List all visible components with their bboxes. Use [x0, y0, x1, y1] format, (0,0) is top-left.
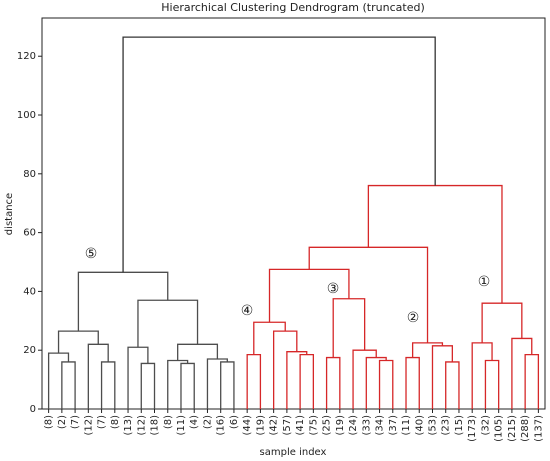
link [299, 353, 315, 409]
y-tick-label: 120 [17, 51, 36, 62]
link [127, 346, 149, 409]
y-tick-label: 100 [17, 110, 36, 121]
leaf-label: (8) [110, 415, 121, 429]
annotation: ⑤ [85, 246, 98, 262]
link [140, 362, 156, 409]
link [365, 356, 387, 409]
leaf-label: (40) [414, 415, 425, 436]
link [167, 359, 189, 409]
annotation: ③ [327, 281, 340, 297]
leaf-label: (7) [70, 415, 81, 429]
y-axis-label: distance [4, 193, 15, 235]
link [246, 353, 262, 409]
leaf-label: (75) [308, 415, 319, 436]
link [122, 36, 436, 273]
link [481, 302, 523, 343]
link [352, 349, 377, 409]
link [332, 298, 366, 358]
leaf-label: (53) [427, 415, 438, 436]
chart-title: Hierarchical Clustering Dendrogram (trun… [161, 1, 424, 14]
leaf-label: (13) [123, 415, 134, 436]
y-tick-label: 40 [23, 286, 36, 297]
leaf-label: (44) [242, 415, 253, 436]
link [220, 361, 235, 409]
link [180, 362, 195, 409]
leaf-label: (4) [189, 415, 200, 429]
leaf-label: (12) [136, 415, 147, 436]
annotation: ④ [241, 303, 254, 319]
leaf-label: (18) [150, 415, 161, 436]
leaf-label: (2) [202, 415, 213, 429]
leaf-label: (15) [454, 415, 465, 436]
x-axis-label: sample index [260, 447, 327, 458]
leaf-label: (32) [480, 415, 491, 436]
y-tick-label: 0 [30, 404, 36, 415]
leaf-label: (8) [163, 415, 174, 429]
link [286, 351, 308, 409]
leaf-label: (173) [467, 415, 478, 442]
leaf-label: (11) [176, 415, 187, 436]
leaf-label: (34) [375, 415, 386, 436]
annotation: ① [478, 274, 491, 290]
link [405, 356, 420, 409]
leaf-label: (8) [44, 415, 55, 429]
leaf-label: (215) [507, 415, 518, 442]
link [61, 361, 76, 409]
link [206, 358, 228, 409]
y-tick-label: 80 [23, 169, 36, 180]
link [411, 342, 444, 358]
y-tick-label: 60 [23, 228, 36, 239]
leaf-label: (25) [322, 415, 333, 436]
link [100, 361, 116, 409]
leaf-label: (105) [494, 415, 505, 442]
leaf-label: (42) [269, 415, 280, 436]
link [325, 356, 341, 409]
link [511, 337, 533, 409]
leaf-label: (12) [83, 415, 94, 436]
link [272, 330, 298, 409]
leaf-label: (24) [348, 415, 359, 436]
link [484, 359, 500, 409]
leaf-label: (6) [229, 415, 240, 429]
link [431, 345, 453, 409]
leaf-label: (57) [282, 415, 293, 436]
plot-frame [41, 17, 546, 410]
leaf-label: (11) [401, 415, 412, 436]
leaf-label: (37) [388, 415, 399, 436]
link [177, 343, 219, 361]
leaf-label: (33) [361, 415, 372, 436]
link [137, 299, 199, 348]
link [524, 353, 540, 409]
annotation: ② [407, 310, 420, 326]
link [253, 321, 286, 355]
link [378, 359, 394, 409]
leaf-label: (41) [295, 415, 306, 436]
link [57, 330, 99, 354]
leaf-label: (2) [57, 415, 68, 429]
link [47, 352, 70, 409]
link [77, 271, 169, 332]
leaf-label: (19) [335, 415, 346, 436]
link [445, 361, 460, 409]
link [87, 343, 109, 409]
leaf-label: (7) [97, 415, 108, 429]
leaf-label: (137) [533, 415, 544, 442]
link [471, 342, 493, 409]
leaf-label: (288) [520, 415, 531, 442]
leaf-label: (16) [216, 415, 227, 436]
leaf-label: (23) [441, 415, 452, 436]
leaf-label: (19) [255, 415, 266, 436]
y-tick-label: 20 [23, 345, 36, 356]
